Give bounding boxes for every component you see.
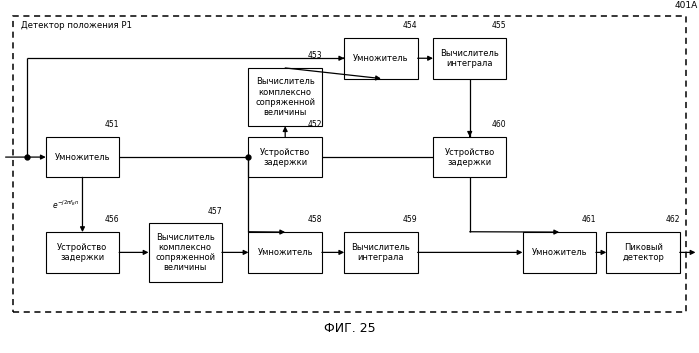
Text: 452: 452 (308, 120, 322, 129)
Bar (433, 137, 506, 177)
Text: 456: 456 (105, 215, 119, 225)
Text: Вычислитель
интеграла: Вычислитель интеграла (440, 49, 499, 68)
Bar (345, 38, 418, 79)
Bar (46, 137, 119, 177)
Bar (249, 137, 322, 177)
Text: Вычислитель
интеграла: Вычислитель интеграла (352, 243, 410, 262)
Text: Умножитель: Умножитель (353, 54, 409, 63)
Text: Пиковый
детектор: Пиковый детектор (622, 243, 664, 262)
Text: 458: 458 (308, 215, 322, 225)
Text: $e^{-j2\pi f_{B}n}$: $e^{-j2\pi f_{B}n}$ (52, 198, 79, 211)
Bar (13, 16, 686, 312)
Text: Вычислитель
комплексно
сопряженной
величины: Вычислитель комплексно сопряженной велич… (155, 233, 215, 272)
Text: 462: 462 (665, 215, 679, 225)
Text: 455: 455 (492, 21, 506, 30)
Text: Умножитель: Умножитель (55, 152, 110, 162)
Text: Вычислитель
комплексно
сопряженной
величины: Вычислитель комплексно сопряженной велич… (255, 78, 315, 116)
Bar (433, 38, 506, 79)
Text: 461: 461 (582, 215, 596, 225)
Text: 451: 451 (105, 120, 119, 129)
Text: 454: 454 (403, 21, 418, 30)
Text: 453: 453 (308, 51, 322, 60)
Text: Устройство
задержки: Устройство задержки (260, 148, 310, 167)
Bar (249, 68, 322, 126)
Text: 460: 460 (492, 120, 506, 129)
Text: Умножитель: Умножитель (257, 248, 313, 257)
Bar (46, 232, 119, 273)
Bar (523, 232, 596, 273)
Text: Устройство
задержки: Устройство задержки (445, 148, 495, 167)
Text: 459: 459 (403, 215, 418, 225)
Bar (249, 232, 322, 273)
Text: 457: 457 (208, 207, 222, 215)
Text: Устройство
задержки: Устройство задержки (57, 243, 108, 262)
Bar (607, 232, 679, 273)
Text: Детектор положения P1: Детектор положения P1 (21, 21, 132, 30)
Bar (149, 223, 222, 282)
Text: Умножитель: Умножитель (531, 248, 587, 257)
Text: 401A: 401A (675, 1, 698, 10)
Bar (345, 232, 418, 273)
Text: ФИГ. 25: ФИГ. 25 (324, 322, 375, 335)
